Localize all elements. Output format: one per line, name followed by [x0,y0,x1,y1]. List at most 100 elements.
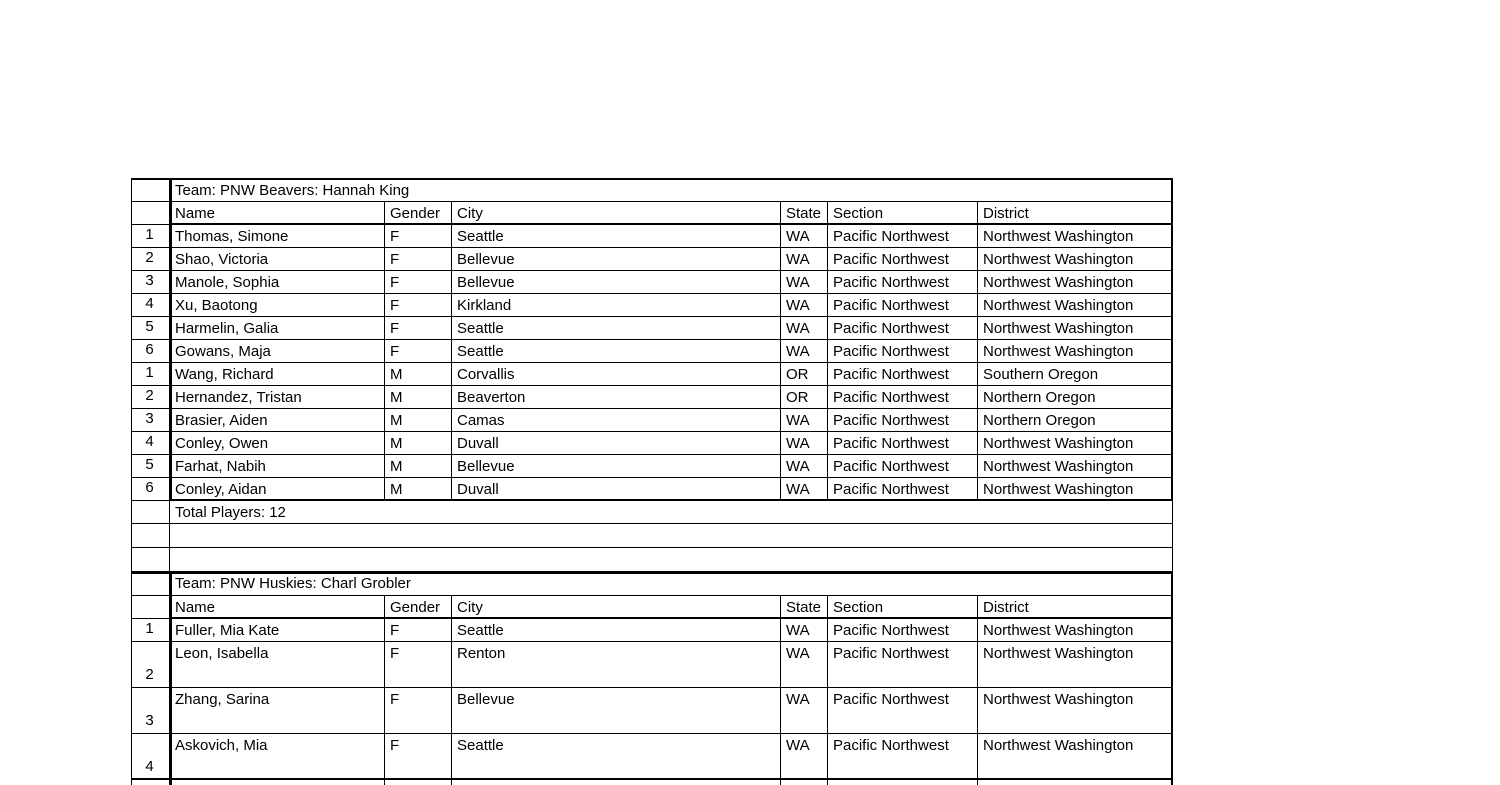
column-header: District [978,202,1173,225]
district-cell: Northwest Washington [978,432,1173,455]
district-cell: Northwest Washington [978,340,1173,363]
column-header: Gender [385,596,452,619]
state-cell: WA [781,225,828,248]
column-header: District [978,596,1173,619]
state-cell: WA [781,409,828,432]
column-header: Section [828,596,978,619]
player-row: 6 Conley, Aidan M Duvall WA Pacific Northwest… [131,478,1173,501]
gender-cell: M [385,455,452,478]
city-cell: Seattle [452,619,781,642]
player-name-cell: Farhat, Nabih [170,455,385,478]
state-cell: WA [781,455,828,478]
district-cell: Northern Oregon [978,386,1173,409]
gender-cell: F [385,271,452,294]
gender-cell: F [385,248,452,271]
player-row: 2 Shao, Victoria F Bellevue WA Pacific Northw… [131,248,1173,271]
player-name-cell: Hernandez, Tristan [170,386,385,409]
state-cell: WA [781,734,828,780]
row-number-cell: 5 [131,317,170,340]
state-cell [781,780,828,785]
city-cell: Camas [452,409,781,432]
row-number-cell [131,501,170,524]
city-cell: Bellevue [452,248,781,271]
column-header: City [452,202,781,225]
gender-cell: M [385,386,452,409]
state-cell: WA [781,317,828,340]
row-number-cell: 3 [131,271,170,294]
row-number-cell: 6 [131,340,170,363]
row-number-cell: 4 [131,734,170,780]
player-row: 2 Leon, Isabella F Renton WA Pacific Northwes… [131,642,1173,688]
gender-cell [385,780,452,785]
district-cell: Northwest Washington [978,225,1173,248]
player-row: 4 Xu, Baotong F Kirkland WA Pacific Northwest… [131,294,1173,317]
section-cell: Pacific Northwest [828,455,978,478]
player-row: 5 Harmelin, Galia F Seattle WA Pacific Northw… [131,317,1173,340]
player-name-cell: Conley, Owen [170,432,385,455]
column-header: Gender [385,202,452,225]
district-cell: Northwest Washington [978,271,1173,294]
district-cell: Northwest Washington [978,317,1173,340]
row-number-cell: 2 [131,386,170,409]
player-name-cell: Leon, Isabella [170,642,385,688]
column-header: Name [170,596,385,619]
section-cell: Pacific Northwest [828,363,978,386]
roster-sheet: Team: PNW Beavers: Hannah King Name Gender… [131,178,1173,785]
gender-cell: M [385,478,452,501]
gender-cell: F [385,619,452,642]
state-cell: OR [781,363,828,386]
player-name-cell: Wang, Richard [170,363,385,386]
player-row: 2 Hernandez, Tristan M Beaverton OR Pacific N… [131,386,1173,409]
city-cell: Kirkland [452,294,781,317]
row-number-cell: 1 [131,619,170,642]
district-cell: Northwest Washington [978,734,1173,780]
district-cell: Northwest Washington [978,294,1173,317]
player-row: 3 Zhang, Sarina F Bellevue WA Pacific Northwe… [131,688,1173,734]
blank-row [131,548,1173,572]
district-cell: Northwest Washington [978,642,1173,688]
city-cell: Bellevue [452,688,781,734]
team-title: Team: PNW Beavers: Hannah King [170,178,1173,202]
player-name-cell: Fuller, Mia Kate [170,619,385,642]
column-header: Section [828,202,978,225]
gender-cell: F [385,317,452,340]
district-cell: Northwest Washington [978,248,1173,271]
row-number-cell: 2 [131,248,170,271]
row-number-cell [131,572,170,596]
row-number-cell: 2 [131,642,170,688]
city-cell: Seattle [452,317,781,340]
row-number-cell [131,596,170,619]
section-cell: Pacific Northwest [828,271,978,294]
player-row: 4 Askovich, Mia F Seattle WA Pacific Northwes… [131,734,1173,780]
city-cell: Duvall [452,432,781,455]
player-name-cell: Thomas, Simone [170,225,385,248]
state-cell: WA [781,432,828,455]
row-number-cell [131,202,170,225]
row-number-cell [131,548,170,572]
gender-cell: F [385,688,452,734]
player-row: 1 Fuller, Mia Kate F Seattle WA Pacific North… [131,619,1173,642]
city-cell: Seattle [452,225,781,248]
row-number-cell [131,524,170,548]
row-number-cell: 4 [131,294,170,317]
player-row: 6 Gowans, Maja F Seattle WA Pacific Northwest… [131,340,1173,363]
city-cell [452,780,781,785]
section-cell: Pacific Northwest [828,478,978,501]
player-name-cell: Xu, Baotong [170,294,385,317]
city-cell: Corvallis [452,363,781,386]
city-cell: Seattle [452,340,781,363]
district-cell: Northwest Washington [978,478,1173,501]
row-number-cell: 3 [131,688,170,734]
player-row: 1 Wang, Richard M Corvallis OR Pacific Northw… [131,363,1173,386]
team-title-row: Team: PNW Beavers: Hannah King [131,178,1173,202]
section-cell: Pacific Northwest [828,642,978,688]
player-name-cell: Harmelin, Galia [170,317,385,340]
state-cell: WA [781,619,828,642]
section-cell: Pacific Northwest [828,317,978,340]
city-cell: Beaverton [452,386,781,409]
blank-cell [170,548,1173,572]
column-header: State [781,202,828,225]
column-header: State [781,596,828,619]
gender-cell: F [385,294,452,317]
player-name-cell: Zhang, Sarina [170,688,385,734]
